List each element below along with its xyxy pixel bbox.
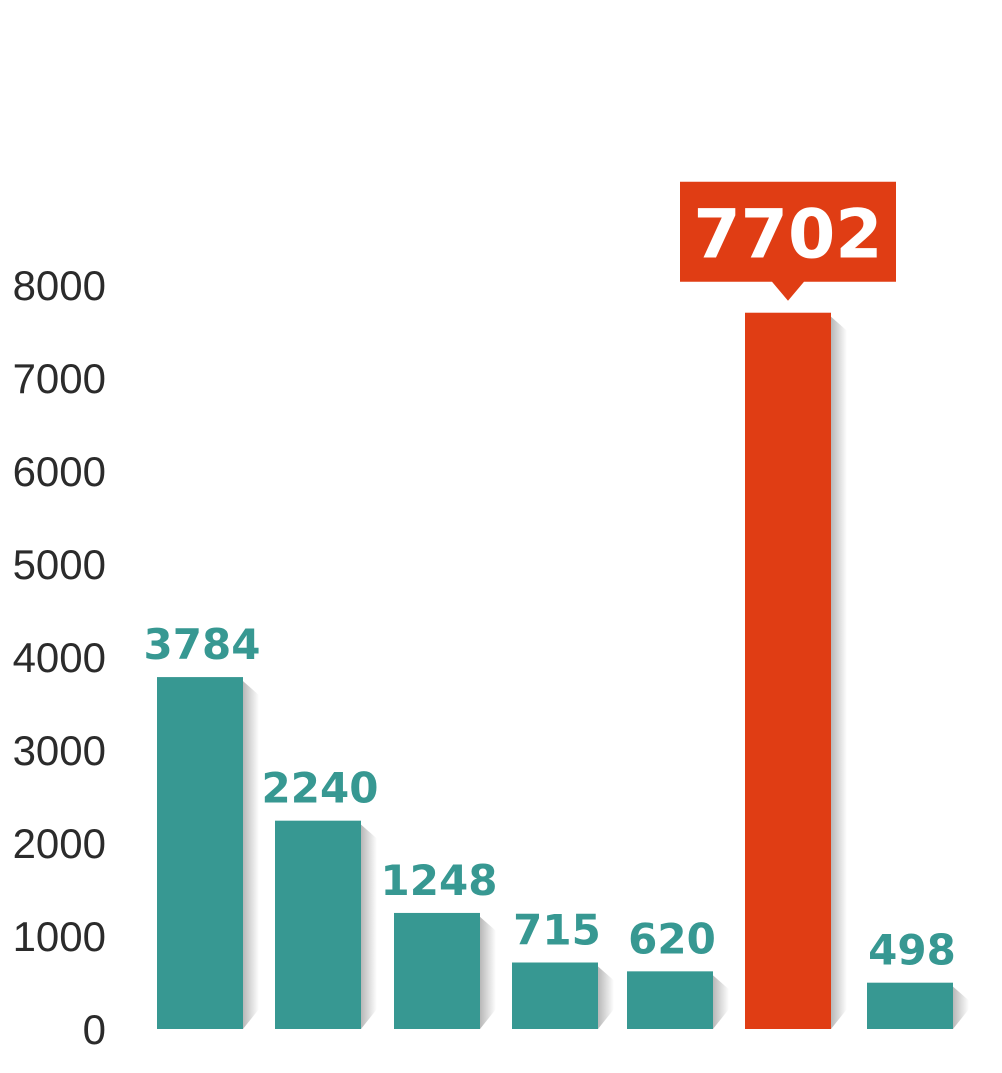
y-tick-label-5: 5000 xyxy=(13,541,106,588)
y-tick-label-1: 1000 xyxy=(13,913,106,960)
y-tick-label-4: 4000 xyxy=(13,634,106,681)
value-label-2: 1248 xyxy=(381,856,498,905)
y-tick-label-2: 2000 xyxy=(13,820,106,867)
bar-shadows xyxy=(243,316,969,1029)
bar-1 xyxy=(275,820,361,1029)
bar-shadow-4 xyxy=(713,975,729,1029)
bar-shadow-0 xyxy=(243,681,259,1029)
bar-3 xyxy=(512,962,598,1029)
y-tick-label-3: 3000 xyxy=(13,727,106,774)
value-label-6: 498 xyxy=(868,926,956,975)
bar-0 xyxy=(157,677,243,1029)
bars xyxy=(157,312,953,1029)
bar-4 xyxy=(627,971,713,1029)
y-tick-label-6: 6000 xyxy=(13,448,106,495)
y-tick-label-8: 8000 xyxy=(13,262,106,309)
bar-shadow-2 xyxy=(480,916,496,1029)
value-label-4: 620 xyxy=(628,914,716,963)
bar-shadow-6 xyxy=(953,986,969,1029)
value-label-3: 715 xyxy=(513,906,601,955)
y-axis-tick-labels: 0 1000 2000 3000 4000 5000 6000 7000 8000 xyxy=(13,262,106,1053)
value-label-0: 3784 xyxy=(144,620,261,669)
bar-shadow-3 xyxy=(598,966,614,1029)
bar-6 xyxy=(867,982,953,1029)
bar-2 xyxy=(394,912,480,1029)
y-tick-label-0: 0 xyxy=(83,1006,106,1053)
y-tick-label-7: 7000 xyxy=(13,355,106,402)
bar-highlight xyxy=(745,312,831,1029)
bar-shadow-5 xyxy=(831,316,847,1029)
bar-shadow-1 xyxy=(361,824,377,1029)
value-label-highlight: 7702 xyxy=(693,196,882,275)
highlight-callout xyxy=(680,181,896,301)
value-label-1: 2240 xyxy=(262,764,379,813)
